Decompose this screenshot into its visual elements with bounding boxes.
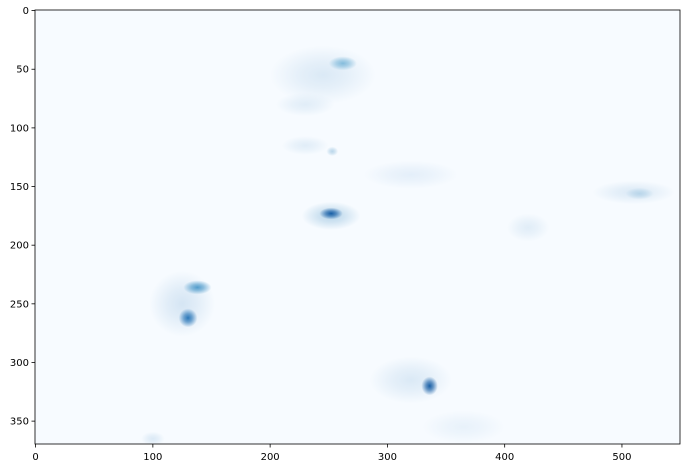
x-tick-label: 100 <box>143 452 162 463</box>
heatmap-feature-storm-south-core <box>421 376 438 396</box>
heatmap-feature-cloud-core-north <box>328 56 357 71</box>
axes: 0 100 200 300 400 500 0 50 100 150 200 250 300 350 <box>10 6 681 463</box>
heatmap-feature-cloud-streak-mid-left <box>281 136 329 155</box>
x-tick-label: 200 <box>261 452 280 463</box>
heatmap-feature-cyclone-southwest <box>149 270 216 337</box>
heatmap-feature-cyclone-southwest-arm <box>183 280 212 295</box>
y-tick-label: 150 <box>10 182 29 193</box>
heatmap-feature-cloud-streak-mid <box>363 160 458 189</box>
y-tick-label: 50 <box>16 65 29 76</box>
heatmap-feature-cloud-fleck-mid <box>326 146 339 157</box>
y-tick-label: 300 <box>10 358 29 369</box>
x-tick-label: 500 <box>612 452 631 463</box>
x-tick-label: 400 <box>495 452 514 463</box>
heatmap-feature-cloud-patch-southwest <box>141 431 165 444</box>
plot-area <box>35 10 680 444</box>
heatmap-feature-cyclone-southwest-core <box>178 308 198 328</box>
x-tick-label: 300 <box>378 452 397 463</box>
y-tick-label: 200 <box>10 241 29 252</box>
heatmap-feature-cloud-core-east <box>625 187 654 200</box>
heatmap-feature-cloud-trail-south <box>422 410 505 444</box>
heatmap-feature-storm-center-core <box>319 207 343 220</box>
heatmap-feature-cloud-patch-north-lower <box>275 92 335 117</box>
y-tick-label: 0 <box>23 6 29 17</box>
axes-frame <box>34 9 681 445</box>
heatmap-feature-cloud-patch-center-east <box>507 213 550 242</box>
y-tick-label: 250 <box>10 299 29 310</box>
x-tick-label: 0 <box>32 452 38 463</box>
heatmap-feature-storm-south <box>369 356 452 404</box>
y-tick-label: 350 <box>10 417 29 428</box>
y-tick-label: 100 <box>10 123 29 134</box>
